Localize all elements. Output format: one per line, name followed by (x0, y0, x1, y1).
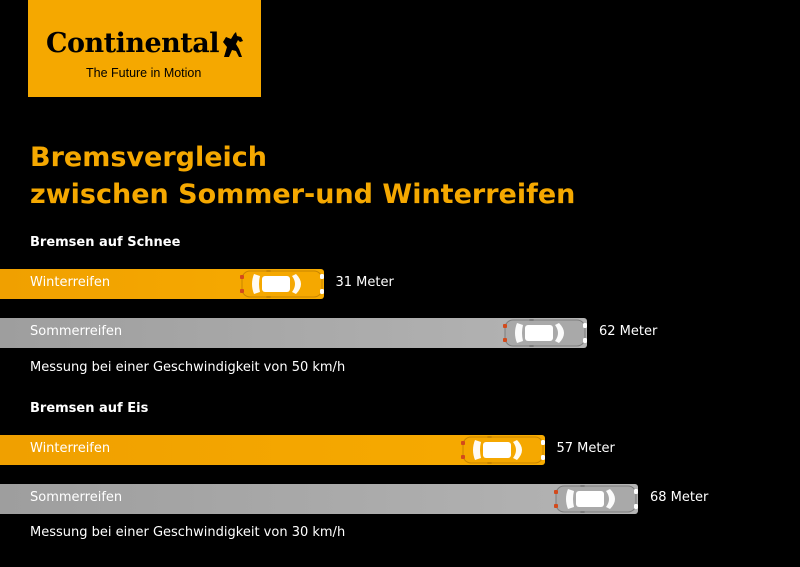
value-label-snow-winter: 31 Meter (335, 275, 394, 290)
section-title-ice: Bremsen auf Eis (30, 401, 149, 416)
title-line-1: Bremsvergleich (30, 142, 268, 173)
page-title: Bremsvergleich zwischen Sommer-und Winte… (30, 139, 575, 213)
horse-icon (223, 32, 243, 57)
bar-ice-summer (0, 484, 638, 514)
bar-label-snow-summer: Sommerreifen (30, 324, 123, 339)
bar-label-ice-summer: Sommerreifen (30, 490, 123, 505)
car-icon (460, 436, 545, 464)
value-label-ice-summer: 68 Meter (650, 490, 709, 505)
section-title-snow: Bremsen auf Schnee (30, 235, 181, 250)
bar-row-ice-winter: Winterreifen 57 Meter (0, 435, 665, 465)
brand-tagline: The Future in Motion (86, 66, 202, 80)
car-icon (554, 485, 638, 513)
bar-ice-winter (0, 435, 545, 465)
value-label-ice-winter: 57 Meter (556, 441, 615, 456)
bar-label-ice-winter: Winterreifen (30, 441, 111, 456)
note-snow: Messung bei einer Geschwindigkeit von 50… (30, 360, 346, 375)
bar-row-snow-summer: Sommerreifen 62 Meter (0, 318, 707, 348)
bar-row-snow-winter: Winterreifen 31 Meter (0, 269, 444, 299)
car-icon (503, 319, 587, 347)
car-icon (239, 270, 324, 298)
brand-wordmark: Continental (46, 28, 220, 59)
note-ice: Messung bei einer Geschwindigkeit von 30… (30, 525, 346, 540)
bar-row-ice-summer: Sommerreifen 68 Meter (0, 484, 758, 514)
brand-logo: Continental The Future in Motion (28, 0, 261, 97)
title-line-2: zwischen Sommer-und Winterreifen (30, 179, 576, 210)
bar-snow-summer (0, 318, 587, 348)
bar-label-snow-winter: Winterreifen (30, 275, 111, 290)
value-label-snow-summer: 62 Meter (599, 324, 658, 339)
